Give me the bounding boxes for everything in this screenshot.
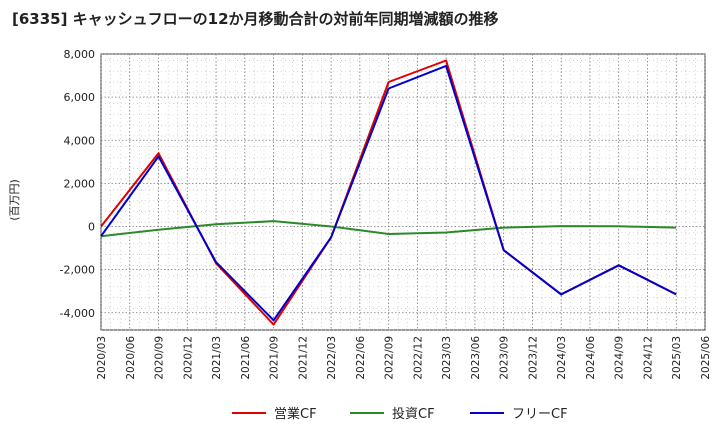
y-tick-label: -2,000 — [60, 264, 95, 277]
x-tick-label: 2023/03 — [441, 336, 453, 380]
grid-lines — [100, 53, 706, 331]
x-tick-label: 2022/06 — [355, 336, 367, 380]
x-tick-label: 2024/03 — [556, 336, 568, 380]
x-tick-label: 2023/06 — [470, 336, 482, 380]
legend-label-2: フリーCF — [512, 407, 568, 422]
x-tick-label: 2021/06 — [240, 336, 252, 380]
y-tick-label: 4,000 — [64, 134, 96, 147]
x-tick-label: 2022/09 — [384, 336, 396, 380]
x-tick-label: 2022/03 — [326, 336, 338, 380]
x-axis-ticks: 2020/03 2020/06 2020/09 2020/12 2021/03 2021/… — [96, 336, 712, 380]
x-tick-label: 2020/09 — [154, 336, 166, 380]
x-tick-label: 2025/06 — [700, 336, 712, 380]
x-tick-label: 2020/03 — [96, 336, 108, 380]
y-tick-label: 6,000 — [64, 91, 96, 104]
plot-area — [100, 53, 706, 331]
x-tick-label: 2024/06 — [585, 336, 597, 380]
chart-title: [6335] キャッシュフローの12か月移動合計の対前年同期増減額の推移 — [12, 10, 499, 28]
x-tick-label: 2022/12 — [412, 336, 424, 380]
x-tick-label: 2021/03 — [211, 336, 223, 380]
x-tick-label: 2023/09 — [499, 336, 511, 380]
x-tick-label: 2020/12 — [182, 336, 194, 380]
y-axis-ticks: -4,000 -2,000 0 2,000 4,000 6,000 8,000 — [60, 48, 95, 320]
x-tick-label: 2024/12 — [642, 336, 654, 380]
x-tick-label: 2023/12 — [527, 336, 539, 380]
series-lines — [100, 59, 677, 326]
legend-label-0: 営業CF — [274, 406, 317, 422]
y-tick-label: 2,000 — [64, 177, 96, 190]
series-line-2 — [100, 64, 677, 322]
legend-label-1: 投資CF — [392, 406, 435, 422]
x-tick-label: 2024/09 — [614, 336, 626, 380]
y-axis-label: (百万円) — [8, 179, 21, 221]
legend: 営業CF 投資CF フリーCF — [232, 406, 568, 422]
y-tick-label: 8,000 — [64, 48, 96, 61]
y-tick-label: -4,000 — [60, 307, 95, 320]
x-tick-label: 2025/03 — [671, 336, 683, 380]
x-tick-label: 2021/09 — [269, 336, 281, 380]
x-tick-label: 2020/06 — [125, 336, 137, 380]
x-tick-label: 2021/12 — [297, 336, 309, 380]
y-tick-label: 0 — [88, 221, 95, 234]
